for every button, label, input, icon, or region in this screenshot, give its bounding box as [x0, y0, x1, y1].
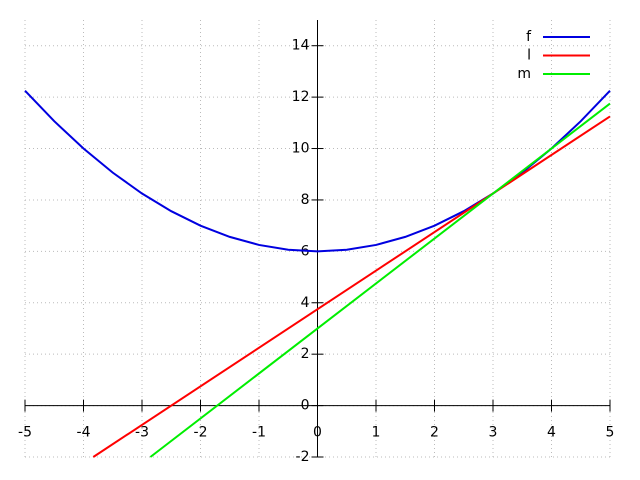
- y-tick-label: 2: [301, 346, 310, 362]
- legend-label: f: [526, 29, 532, 45]
- x-tick-label: -4: [77, 425, 91, 441]
- series-line: [92, 115, 611, 458]
- y-tick-label: 4: [301, 295, 310, 311]
- x-tick-label: -3: [135, 425, 149, 441]
- y-tick-label: 12: [292, 89, 310, 105]
- y-tick-label: 0: [301, 398, 310, 414]
- y-tick-label: 8: [301, 192, 310, 208]
- series-line: [149, 102, 611, 458]
- x-tick-label: 0: [313, 425, 322, 441]
- x-tick-label: 3: [489, 425, 498, 441]
- y-tick-label: -2: [296, 449, 310, 465]
- y-tick-label: 14: [292, 38, 310, 54]
- legend-label: m: [517, 66, 531, 82]
- x-tick-label: 1: [372, 425, 381, 441]
- x-tick-label: -2: [194, 425, 208, 441]
- x-tick-label: 2: [430, 425, 439, 441]
- x-tick-label: -5: [18, 425, 32, 441]
- x-tick-label: 5: [606, 425, 615, 441]
- legend-label: l: [527, 48, 531, 64]
- x-tick-label: -1: [252, 425, 266, 441]
- x-tick-label: 4: [547, 425, 556, 441]
- y-tick-label: 10: [292, 141, 310, 157]
